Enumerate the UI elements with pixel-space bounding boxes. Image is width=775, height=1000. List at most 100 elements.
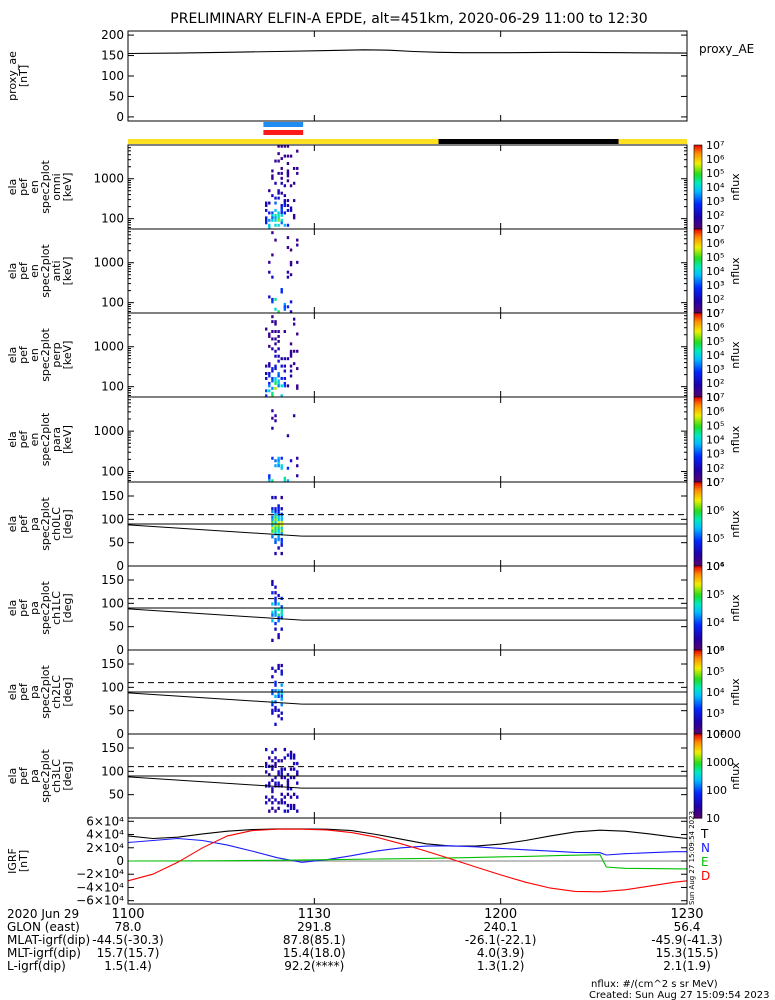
legend-E: E: [701, 855, 709, 869]
spectrogram-cell: [274, 509, 277, 514]
colorbar-cell: [694, 498, 702, 502]
colorbar-cell: [694, 182, 702, 186]
colorbar-cell: [694, 692, 702, 695]
spectrogram-cell: [296, 349, 299, 353]
spectrogram-cell: [289, 154, 293, 158]
panel-pa_ch2: elapefpaspec2plotch2LC[deg]05010015010²1…: [6, 644, 742, 741]
colorbar-tick-label: 10⁷: [706, 307, 724, 320]
colorbar-cell: [694, 283, 702, 287]
ephemeris-value: 240.1: [483, 920, 517, 934]
spectrogram-cell: [283, 330, 287, 333]
ephemeris-row-label: L-igrf(dip): [7, 959, 66, 973]
colorbar-cell: [694, 454, 702, 458]
spectrogram-cell: [283, 199, 287, 203]
colorbar-label: nflux: [729, 678, 742, 706]
spectrogram-cell: [283, 305, 287, 309]
colorbar-cell: [694, 801, 702, 804]
spectrogram-cell: [274, 297, 277, 301]
spectrogram-cell: [289, 750, 293, 754]
colorbar-cell: [694, 373, 702, 377]
spectrogram-cell: [280, 144, 283, 148]
panel-igrf: IGRF[nT] 6×10⁴4×10⁴2×10⁴0−2×10⁴−4×10⁴−6×1…: [6, 814, 710, 907]
spectrogram-cell: [274, 337, 277, 341]
ephemeris-value: 15.3(15.5): [656, 946, 719, 960]
spectrogram-cell: [289, 795, 293, 799]
y-tick-label: 150: [101, 49, 124, 63]
spectrogram-cell: [283, 307, 287, 311]
spectrogram-cell: [277, 635, 280, 640]
colorbar-cell: [694, 713, 702, 716]
colorbar-tick-label: 10²: [706, 728, 724, 741]
colorbar-cell: [694, 778, 702, 781]
colorbar-tick-label: 10³: [706, 448, 724, 461]
colorbar-cell: [694, 704, 702, 708]
spectrogram-cell: [286, 174, 290, 178]
spectrogram-cell: [280, 518, 283, 522]
colorbar-cell: [694, 511, 702, 515]
ylabel-line: [nT]: [17, 850, 30, 872]
spectrogram-cell: [271, 521, 274, 525]
colorbar-cell: [694, 605, 702, 609]
colorbar-cell: [694, 319, 702, 322]
ephemeris-value: -45.9(-41.3): [651, 933, 722, 947]
spectrogram-cell: [264, 201, 268, 205]
colorbar-cell: [694, 473, 702, 477]
colorbar-cell: [694, 578, 702, 582]
spectrogram-cell: [277, 191, 280, 195]
colorbar-cell: [694, 331, 702, 335]
colorbar-cell: [694, 296, 702, 299]
colorbar-cell: [694, 710, 702, 714]
spectrogram-cell: [268, 476, 271, 480]
colorbar-cell: [694, 388, 702, 392]
colorbar-tick-label: 10⁶: [706, 644, 725, 657]
spectrogram-cell: [271, 619, 274, 623]
ylabel-line: [keV]: [61, 257, 74, 286]
spectrogram-cell: [277, 379, 280, 383]
spectrogram-cell: [274, 342, 277, 346]
colorbar-cell: [694, 595, 702, 599]
colorbar-cell: [694, 553, 702, 557]
colorbar-cell: [694, 452, 702, 455]
colorbar-cell: [694, 815, 702, 819]
spectrogram-cell: [283, 204, 287, 207]
colorbar-cell: [694, 191, 702, 194]
spectrogram-cell: [286, 773, 290, 777]
spectrogram-cell: [277, 521, 280, 525]
colorbar-cell: [694, 197, 702, 201]
colorbar-cell: [694, 348, 702, 352]
colorbar-cell: [694, 700, 702, 704]
colorbar-cell: [694, 574, 702, 578]
colorbar-cell: [694, 492, 702, 496]
colorbar-cell: [694, 268, 702, 272]
colorbar-cell: [694, 786, 702, 790]
spectrogram-cell: [271, 789, 274, 794]
colorbar-cell: [694, 626, 702, 630]
colorbar-cell: [694, 664, 702, 668]
spectrogram-cell: [296, 367, 299, 371]
ylabel-line: ela: [6, 516, 19, 533]
colorbar-cell: [694, 422, 702, 426]
ephemeris-value: 92.2(****): [284, 959, 344, 973]
spectrogram-cell: [274, 381, 277, 385]
spectrogram-cell: [280, 166, 283, 170]
colorbar-tick-label: 10⁵: [706, 532, 724, 545]
spectrogram-cell: [283, 357, 287, 361]
colorbar-cell: [694, 325, 702, 329]
colorbar-cell: [694, 254, 702, 257]
spectrogram-cell: [277, 196, 280, 200]
colorbar-cell: [694, 382, 702, 385]
colorbar-cell: [694, 538, 702, 542]
colorbar-cell: [694, 184, 702, 188]
colorbar-tick-label: 10⁶: [706, 560, 725, 573]
spectrogram-cell: [292, 322, 296, 326]
spectrogram-cell: [277, 770, 280, 774]
colorbar-cell: [694, 237, 702, 241]
spectrogram-cell: [271, 666, 274, 670]
spectrogram-cell: [268, 218, 271, 222]
colorbar-cell: [694, 494, 702, 498]
series-line-E: [127, 854, 688, 870]
spectrogram-cell: [271, 591, 274, 595]
series-line-proxy_ae: [127, 49, 688, 55]
ylabel-line: [deg]: [61, 509, 74, 538]
spectrogram-cell: [292, 181, 296, 185]
